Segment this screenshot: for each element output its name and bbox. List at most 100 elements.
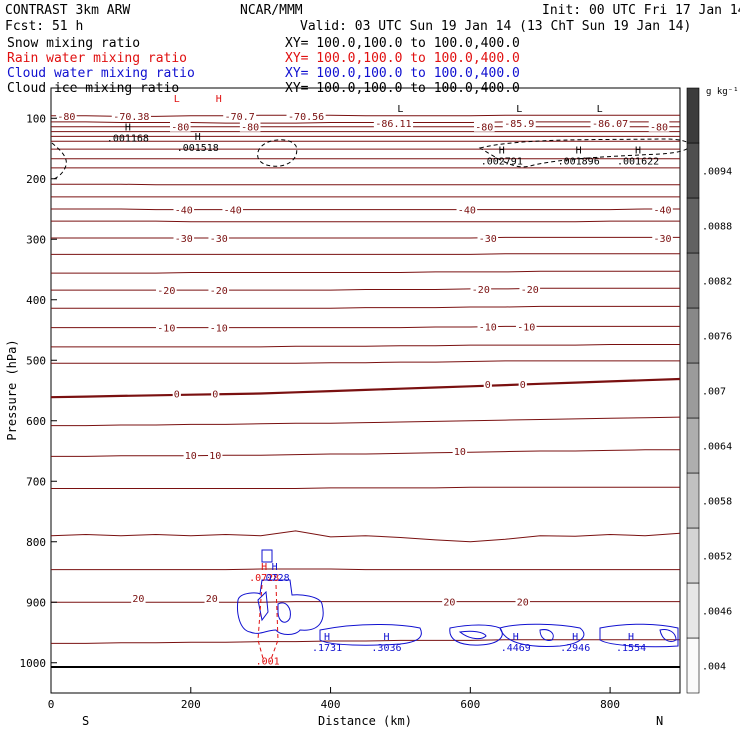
colorbar-tick-label: .0064 bbox=[702, 442, 732, 453]
x-axis: 0 200 400 600 800 bbox=[48, 687, 620, 711]
extremum-marker: L bbox=[397, 104, 403, 115]
extremum-marker: L bbox=[597, 104, 603, 115]
colorbar: .004 .0046 .0052 .0058 .0064 .007 .0076 .0082 .0… bbox=[686, 87, 732, 694]
temperature-contour-line bbox=[50, 530, 681, 543]
rain-water-annotation: .001 bbox=[256, 657, 280, 668]
contour-label: -86.07 bbox=[592, 119, 628, 130]
temperature-contour-line bbox=[51, 325, 680, 329]
temperature-contour-line bbox=[51, 344, 680, 348]
temperature-contour-line bbox=[51, 121, 680, 124]
extremum-value: .1731 bbox=[312, 643, 342, 654]
x-tick-label: 600 bbox=[460, 698, 480, 711]
contour-label: -70.38 bbox=[113, 112, 149, 123]
contour-label: 20 bbox=[132, 594, 144, 605]
contour-label: -20 bbox=[472, 285, 490, 296]
contour-label: 0 bbox=[520, 380, 526, 391]
colorbar-unit: g kg⁻¹ bbox=[706, 87, 739, 97]
temperature-contour-line bbox=[51, 449, 680, 457]
contour-label: -70.7 bbox=[225, 112, 255, 123]
extremum-marker: H bbox=[628, 632, 634, 643]
contour-label: 0 bbox=[212, 390, 218, 401]
contour-label-bg bbox=[208, 284, 230, 296]
contour-label: -20 bbox=[521, 285, 539, 296]
contour-label-bg bbox=[442, 595, 457, 607]
y-tick-label: 900 bbox=[26, 596, 46, 609]
cloud-water-contour bbox=[449, 624, 503, 646]
colorbar-segment bbox=[686, 197, 700, 254]
contour-label-bg bbox=[518, 377, 527, 389]
contour-label: -80 bbox=[241, 123, 259, 134]
contour-label: -80 bbox=[57, 112, 75, 123]
colorbar-segment bbox=[686, 252, 700, 309]
field-cloudwater-name: Cloud water mixing ratio bbox=[7, 66, 195, 81]
cloud-water-contour bbox=[261, 549, 273, 563]
cloud-water-contour bbox=[257, 590, 269, 622]
colorbar-tick-label: .0076 bbox=[702, 332, 732, 343]
extremum-value: .1554 bbox=[616, 643, 646, 654]
contour-label-bg bbox=[208, 232, 230, 244]
contour-label: -40 bbox=[653, 206, 671, 217]
temperature-contour-line bbox=[51, 416, 681, 427]
contour-label-bg bbox=[590, 117, 630, 129]
header-init: Init: 00 UTC Fri 17 Jan 14 bbox=[542, 3, 740, 18]
colorbar-tick-label: .0052 bbox=[702, 552, 732, 563]
colorbar-segment bbox=[686, 527, 700, 584]
contour-label: -30 bbox=[175, 234, 193, 245]
contour-label-bg bbox=[452, 445, 468, 456]
contour-label: 0 bbox=[174, 390, 180, 401]
contour-label-bg bbox=[483, 377, 492, 389]
contour-labels: -80 -70.38 -70.7 -70.56 -86.11 -85.9 -86.07 -80… bbox=[56, 109, 673, 609]
contour-label-bg bbox=[652, 203, 673, 215]
x-axis-north-label: N bbox=[656, 714, 663, 728]
field-rain-name: Rain water mixing ratio bbox=[7, 51, 187, 66]
cloud-water-contour bbox=[659, 629, 677, 643]
header-title: CONTRAST 3km ARW bbox=[5, 3, 130, 18]
temperature-contour-line bbox=[51, 305, 680, 309]
y-tick-label: 500 bbox=[26, 354, 46, 367]
contour-label-bg bbox=[502, 117, 536, 129]
contour-label: -30 bbox=[479, 234, 497, 245]
extremum-value: .001622 bbox=[617, 156, 659, 167]
contour-label-bg bbox=[172, 387, 181, 399]
colorbar-segment bbox=[686, 142, 700, 199]
contour-label-bg bbox=[169, 120, 191, 132]
header-valid: Valid: 03 UTC Sun 19 Jan 14 (13 ChT Sun … bbox=[300, 19, 691, 34]
rain-water-contour bbox=[269, 584, 279, 663]
temperature-contour-line bbox=[51, 601, 680, 603]
contour-label-bg bbox=[477, 232, 499, 244]
colorbar-segment bbox=[686, 417, 700, 474]
contour-label: 10 bbox=[185, 451, 197, 462]
colorbar-tick-label: .0058 bbox=[702, 497, 732, 508]
rain-water-contour bbox=[257, 584, 265, 663]
colorbar-tick-label: .007 bbox=[702, 387, 726, 398]
extremum-marker: H bbox=[272, 562, 278, 573]
y-tick-label: 700 bbox=[26, 475, 46, 488]
extremum-marker: H bbox=[635, 145, 641, 156]
y-tick-label: 800 bbox=[26, 536, 46, 549]
y-tick-label: 400 bbox=[26, 294, 46, 307]
extremum-value: .3036 bbox=[371, 643, 401, 654]
colorbar-segment bbox=[686, 582, 700, 639]
temperature-contour-line bbox=[51, 236, 680, 239]
contour-label: -30 bbox=[210, 234, 228, 245]
contour-label-bg bbox=[183, 449, 198, 461]
x-tick-label: 0 bbox=[48, 698, 55, 711]
temperature-contours bbox=[50, 114, 681, 644]
contour-label: -10 bbox=[517, 322, 535, 333]
contour-label-bg bbox=[173, 232, 195, 244]
temperature-contour-line bbox=[51, 220, 680, 223]
contour-label: 20 bbox=[206, 594, 218, 605]
temperature-contour-line bbox=[51, 486, 680, 489]
field-cloudwater-xy: XY= 100.0,100.0 to 100.0,400.0 bbox=[285, 66, 520, 81]
contour-label-bg bbox=[239, 120, 261, 132]
extremum-value: .001168 bbox=[107, 133, 149, 144]
contour-label-bg bbox=[648, 120, 670, 132]
cloud-water-contour bbox=[539, 629, 554, 641]
extremum-value: .002791 bbox=[481, 156, 523, 167]
field-snow-xy: XY= 100.0,100.0 to 100.0,400.0 bbox=[285, 36, 520, 51]
contour-label-bg bbox=[652, 232, 673, 244]
ice-contour bbox=[257, 139, 298, 167]
y-tick-label: 100 bbox=[26, 112, 46, 125]
extremum-marker: H bbox=[216, 94, 222, 105]
extremum-marker: H bbox=[499, 145, 505, 156]
